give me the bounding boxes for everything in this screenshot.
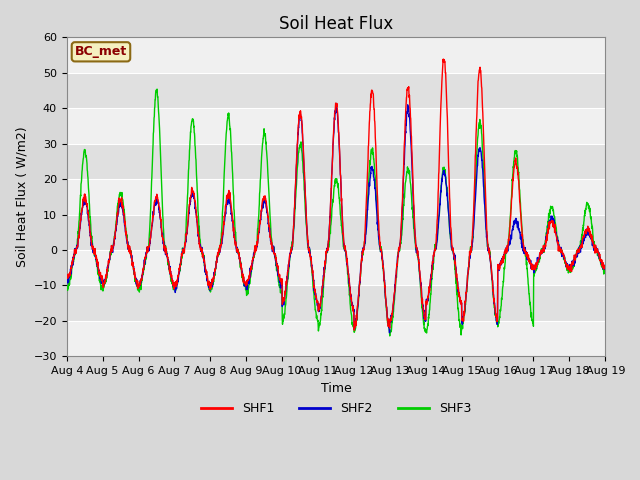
Legend: SHF1, SHF2, SHF3: SHF1, SHF2, SHF3	[196, 397, 476, 420]
SHF1	[493, 318, 500, 324]
Bar	[67, 37, 605, 73]
SHF3	[364, 203, 371, 209]
Bar	[67, 179, 605, 215]
SHF2	[364, 206, 371, 212]
Bar	[67, 73, 605, 108]
SHF3	[554, 240, 562, 246]
SHF3	[386, 333, 394, 339]
SHF2	[352, 319, 360, 325]
SHF3	[153, 86, 161, 92]
Text: BC_met: BC_met	[75, 45, 127, 58]
Bar	[67, 108, 605, 144]
SHF1	[364, 174, 371, 180]
SHF2	[63, 281, 70, 287]
SHF3	[352, 325, 360, 331]
Bar	[67, 144, 605, 179]
SHF3	[213, 254, 221, 260]
Line: SHF2: SHF2	[67, 103, 605, 333]
SHF1	[439, 56, 447, 62]
SHF2	[333, 100, 340, 106]
SHF1	[569, 259, 577, 264]
Bar	[67, 215, 605, 250]
SHF1	[352, 319, 360, 325]
SHF3	[493, 320, 500, 325]
SHF2	[493, 316, 500, 322]
SHF2	[386, 330, 394, 336]
SHF3	[602, 268, 609, 274]
SHF1	[63, 275, 70, 280]
SHF3	[63, 286, 70, 292]
SHF1	[602, 264, 609, 270]
SHF3	[569, 258, 577, 264]
SHF2	[602, 265, 609, 271]
Line: SHF1: SHF1	[67, 59, 605, 330]
Bar	[67, 321, 605, 356]
X-axis label: Time: Time	[321, 382, 351, 395]
SHF2	[569, 260, 577, 265]
SHF2	[213, 255, 221, 261]
SHF1	[351, 327, 358, 333]
Line: SHF3: SHF3	[67, 89, 605, 336]
Bar	[67, 250, 605, 286]
SHF1	[554, 241, 562, 247]
SHF2	[554, 242, 562, 248]
Bar	[67, 286, 605, 321]
SHF1	[213, 255, 221, 261]
Y-axis label: Soil Heat Flux ( W/m2): Soil Heat Flux ( W/m2)	[15, 127, 28, 267]
Title: Soil Heat Flux: Soil Heat Flux	[279, 15, 393, 33]
